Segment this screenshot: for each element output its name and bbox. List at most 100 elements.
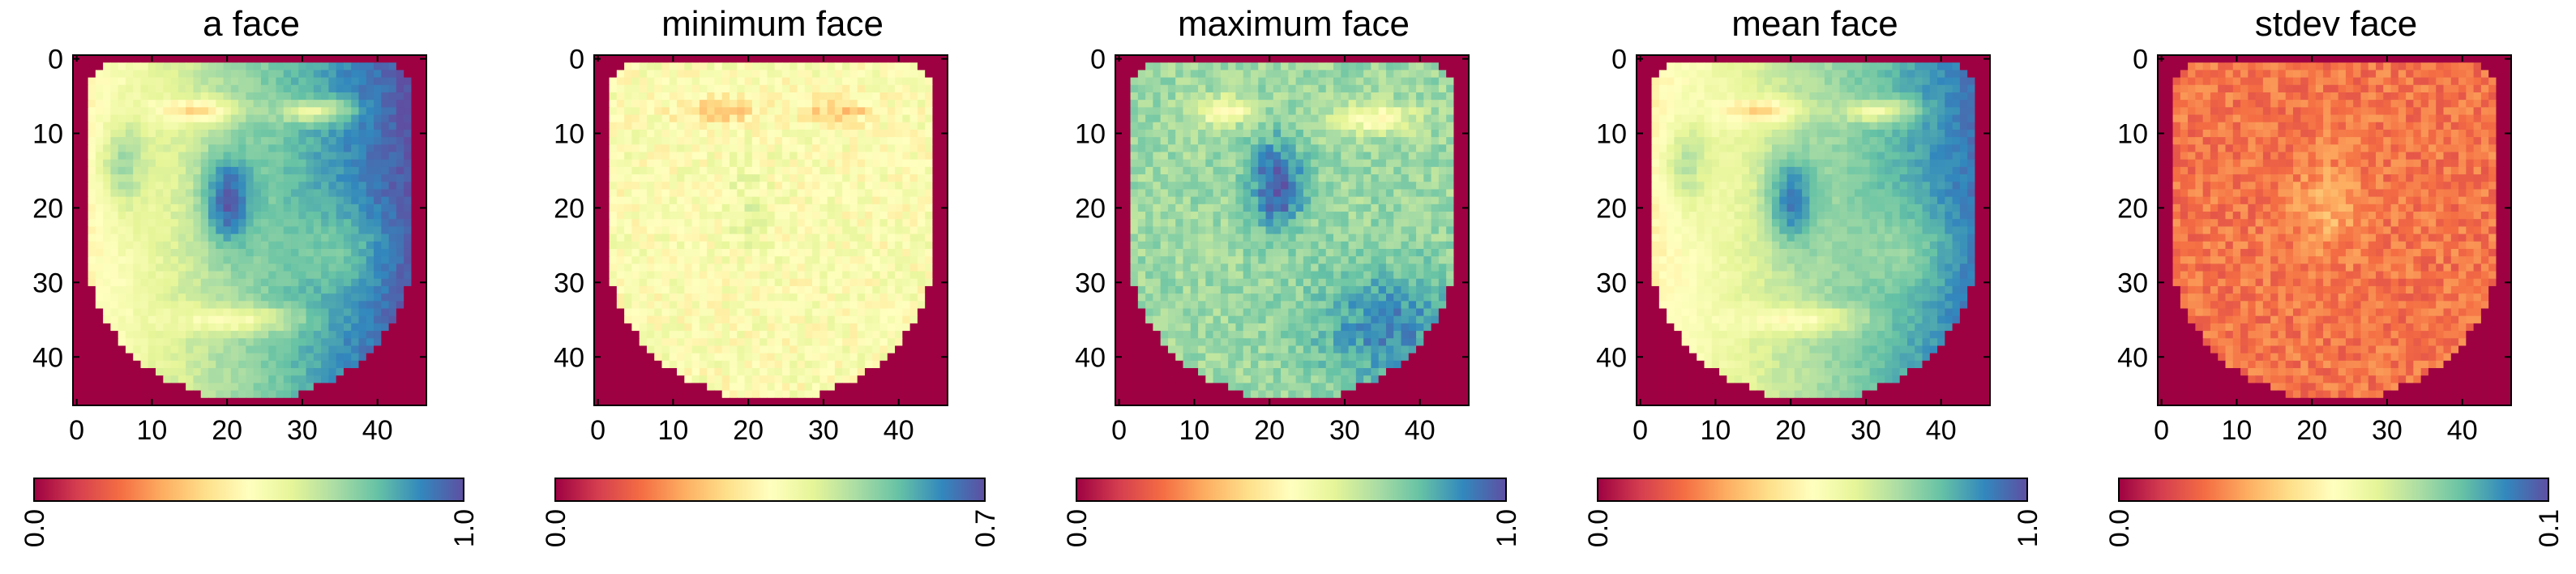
heatmap-cell xyxy=(260,345,269,354)
heatmap-cell xyxy=(654,203,663,212)
heatmap-cell xyxy=(917,152,926,161)
heatmap-cell xyxy=(744,338,753,347)
heatmap-cell xyxy=(351,189,360,198)
heatmap-cell xyxy=(842,189,851,198)
heatmap-cell xyxy=(186,345,195,354)
heatmap-cell xyxy=(781,182,790,191)
heatmap-cell xyxy=(336,137,344,145)
heatmap-cell xyxy=(744,189,753,198)
heatmap-cell xyxy=(140,129,149,138)
heatmap-cell xyxy=(193,360,202,369)
heatmap-cell xyxy=(253,345,262,354)
heatmap-cell xyxy=(358,166,367,175)
heatmap-cell xyxy=(133,166,142,175)
heatmap-cell xyxy=(594,166,602,175)
heatmap-cell xyxy=(707,144,716,153)
heatmap-cell xyxy=(834,315,843,324)
heatmap-cell xyxy=(328,390,337,399)
heatmap-cell xyxy=(200,159,209,168)
heatmap-cell xyxy=(238,271,246,280)
heatmap-cell xyxy=(351,159,360,168)
heatmap-cell xyxy=(110,383,119,392)
heatmap-cell xyxy=(298,368,307,376)
heatmap-cell xyxy=(781,100,790,108)
heatmap-cell xyxy=(925,219,934,227)
heatmap-cell xyxy=(268,315,277,324)
heatmap-cell xyxy=(396,315,404,324)
heatmap-cell xyxy=(797,144,806,153)
heatmap-cell xyxy=(721,271,730,280)
heatmap-cell xyxy=(230,100,239,108)
heatmap-cell xyxy=(298,196,307,205)
heatmap-cell xyxy=(418,375,427,384)
heatmap-cell xyxy=(789,189,798,198)
heatmap-cell xyxy=(193,308,202,317)
heatmap-cell xyxy=(1311,84,1320,93)
heatmap-cell xyxy=(1461,92,1470,101)
heatmap-cell xyxy=(1205,122,1214,131)
heatmap-cell xyxy=(80,137,89,145)
heatmap-cell xyxy=(744,278,753,287)
heatmap-cell xyxy=(646,55,655,63)
heatmap-cell xyxy=(88,182,96,191)
heatmap-cell xyxy=(291,159,299,168)
heatmap-cell xyxy=(895,144,903,153)
heatmap-cell xyxy=(774,397,783,406)
heatmap-cell xyxy=(230,263,239,272)
heatmap-cell xyxy=(654,233,663,242)
heatmap-cell xyxy=(1341,70,1350,79)
heatmap-cells xyxy=(73,55,427,406)
heatmap-cell xyxy=(88,70,96,79)
heatmap-cell xyxy=(834,144,843,153)
heatmap-cell xyxy=(661,219,670,227)
heatmap-cell xyxy=(669,323,678,332)
heatmap-cell xyxy=(917,196,926,205)
heatmap-cell xyxy=(797,368,806,376)
heatmap-cell xyxy=(774,323,783,332)
heatmap-cell xyxy=(1325,92,1334,101)
heatmap-cell xyxy=(661,92,670,101)
heatmap-cell xyxy=(737,92,746,101)
heatmap-cell xyxy=(631,203,640,212)
heatmap-cell xyxy=(646,383,655,392)
heatmap-cell xyxy=(774,390,783,399)
heatmap-cell xyxy=(223,107,232,116)
heatmap-cell xyxy=(624,152,632,161)
heatmap-cell xyxy=(396,375,404,384)
heatmap-cell xyxy=(857,293,866,302)
heatmap-cell xyxy=(887,368,896,376)
heatmap-cell xyxy=(661,368,670,376)
heatmap-cell xyxy=(178,256,186,264)
heatmap-cell xyxy=(677,212,685,220)
heatmap-cell xyxy=(381,212,390,220)
heatmap-cell xyxy=(133,77,142,86)
heatmap-cell xyxy=(661,315,670,324)
heatmap-cell xyxy=(253,331,262,339)
heatmap-cell xyxy=(125,137,134,145)
heatmap-cell xyxy=(253,55,262,63)
heatmap-cell xyxy=(751,100,760,108)
heatmap-cell xyxy=(200,323,209,332)
heatmap-cell xyxy=(223,122,232,131)
heatmap-cell xyxy=(186,308,195,317)
heatmap-cell xyxy=(639,166,648,175)
heatmap-cell xyxy=(721,315,730,324)
heatmap-cell xyxy=(246,100,255,108)
heatmap-cell xyxy=(594,226,602,235)
heatmap-cell xyxy=(699,293,708,302)
heatmap-cell xyxy=(767,189,776,198)
heatmap-cell xyxy=(609,226,618,235)
heatmap-cell xyxy=(661,62,670,71)
heatmap-cell xyxy=(601,137,610,145)
heatmap-cell xyxy=(163,233,172,242)
heatmap-cell xyxy=(230,219,239,227)
heatmap-cell xyxy=(677,122,685,131)
heatmap-cell xyxy=(1167,100,1176,108)
heatmap-cell xyxy=(879,331,888,339)
heatmap-cell xyxy=(133,360,142,369)
heatmap-cell xyxy=(366,196,374,205)
heatmap-cell xyxy=(118,203,126,212)
heatmap-cell xyxy=(80,107,89,116)
heatmap-cell xyxy=(1213,70,1222,79)
heatmap-cell xyxy=(639,226,648,235)
